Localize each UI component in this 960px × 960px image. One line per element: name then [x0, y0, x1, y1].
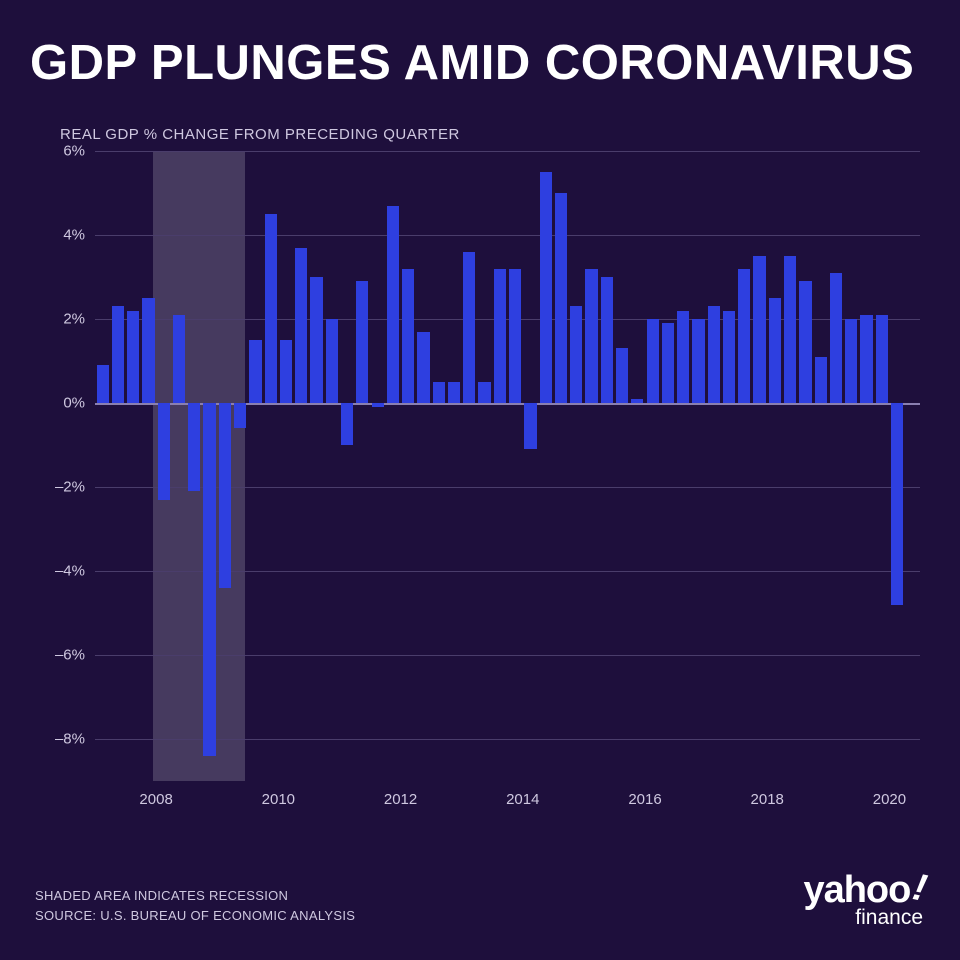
bar [891, 403, 903, 605]
bar [280, 340, 292, 403]
bar [203, 403, 215, 756]
bar [219, 403, 231, 588]
x-axis-label: 2020 [873, 791, 906, 808]
bar [677, 311, 689, 403]
y-axis-label: 0% [63, 395, 85, 412]
bar [524, 403, 536, 449]
bar [173, 315, 185, 403]
y-axis-label: 2% [63, 311, 85, 328]
bar [295, 248, 307, 403]
bar [815, 357, 827, 403]
bar [601, 277, 613, 403]
footnote-source: SOURCE: U.S. BUREAU OF ECONOMIC ANALYSIS [35, 906, 925, 926]
bar [249, 340, 261, 403]
x-axis-label: 2016 [628, 791, 661, 808]
bar [158, 403, 170, 500]
chart-area: –8%–6%–4%–2%0%2%4%6% 2008201020122014201… [40, 151, 920, 781]
bar [585, 269, 597, 403]
gridline [95, 235, 920, 236]
bar [433, 382, 445, 403]
bar [112, 306, 124, 403]
bar [478, 382, 490, 403]
y-axis-label: –4% [55, 563, 85, 580]
bar [356, 281, 368, 403]
x-axis-label: 2010 [262, 791, 295, 808]
bar [142, 298, 154, 403]
bar [753, 256, 765, 403]
bar [692, 319, 704, 403]
bar [616, 348, 628, 403]
bar [97, 365, 109, 403]
bar [723, 311, 735, 403]
bar [784, 256, 796, 403]
y-axis-label: 6% [63, 143, 85, 160]
bar [402, 269, 414, 403]
bar [570, 306, 582, 403]
gridline [95, 739, 920, 740]
gridline [95, 151, 920, 152]
bar [463, 252, 475, 403]
bar [127, 311, 139, 403]
x-axis-label: 2018 [751, 791, 784, 808]
bar [769, 298, 781, 403]
bar [326, 319, 338, 403]
y-axis-label: –8% [55, 731, 85, 748]
bar [417, 332, 429, 403]
bar [860, 315, 872, 403]
bar [509, 269, 521, 403]
bar [738, 269, 750, 403]
bar [830, 273, 842, 403]
bar [845, 319, 857, 403]
bar [372, 403, 384, 407]
bar [647, 319, 659, 403]
bar [631, 399, 643, 403]
bar [265, 214, 277, 403]
yahoo-finance-logo: yahoo! finance [803, 869, 925, 930]
bar [341, 403, 353, 445]
bar [387, 206, 399, 403]
bar [662, 323, 674, 403]
chart-subtitle: REAL GDP % CHANGE FROM PRECEDING QUARTER [60, 126, 930, 143]
chart-title: GDP PLUNGES AMID CORONAVIRUS [30, 35, 930, 91]
bar [540, 172, 552, 403]
bar [555, 193, 567, 403]
footnote-recession: SHADED AREA INDICATES RECESSION [35, 886, 925, 906]
bar [876, 315, 888, 403]
gridline [95, 319, 920, 320]
logo-exclaim-icon: ! [909, 866, 929, 910]
x-axis-label: 2008 [139, 791, 172, 808]
y-axis-label: –6% [55, 647, 85, 664]
chart-plot [95, 151, 920, 781]
y-axis-label: 4% [63, 227, 85, 244]
bar [448, 382, 460, 403]
bar [188, 403, 200, 491]
chart-footer: SHADED AREA INDICATES RECESSION SOURCE: … [35, 886, 925, 925]
bar [799, 281, 811, 403]
y-axis-label: –2% [55, 479, 85, 496]
x-axis-label: 2014 [506, 791, 539, 808]
bar [494, 269, 506, 403]
x-axis-label: 2012 [384, 791, 417, 808]
bar [708, 306, 720, 403]
bar [310, 277, 322, 403]
gridline [95, 655, 920, 656]
logo-text-main: yahoo [803, 869, 910, 911]
bar [234, 403, 246, 428]
